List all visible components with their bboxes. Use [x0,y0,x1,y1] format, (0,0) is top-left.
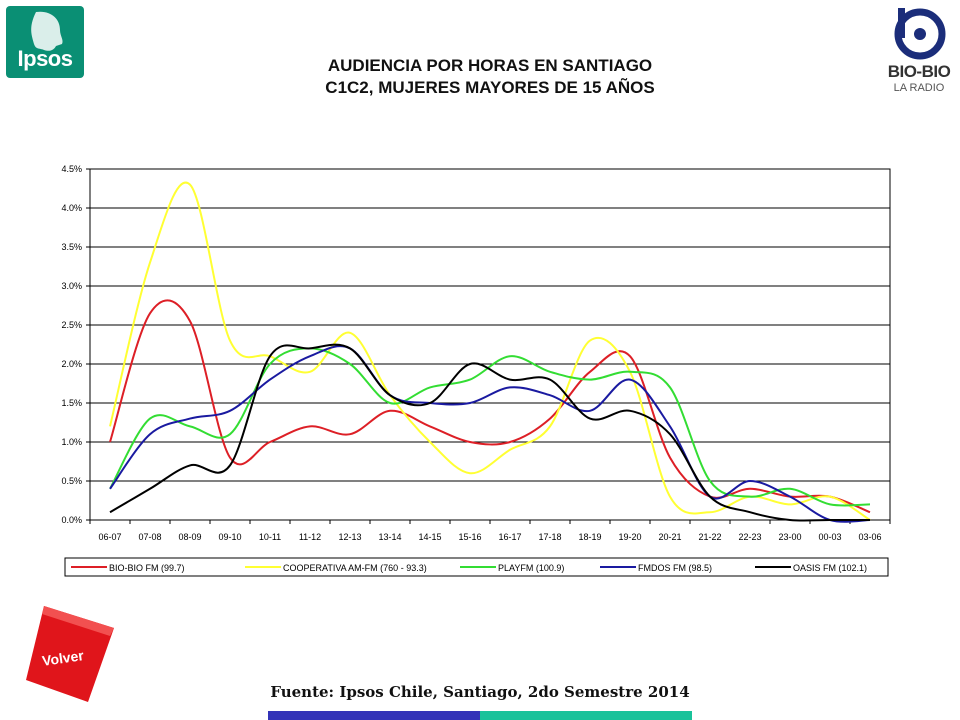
x-tick-label: 16-17 [498,532,521,542]
legend-entry: PLAYFM (100.9) [498,563,564,573]
volver-arrow-icon [26,606,114,702]
y-tick-label: 2.0% [61,359,82,369]
legend-entry: COOPERATIVA AM-FM (760 - 93.3) [283,563,427,573]
biobio-logo-name: BIO-BIO [887,62,951,81]
x-tick-label: 21-22 [698,532,721,542]
x-tick-label: 19-20 [618,532,641,542]
biobio-emblem-icon [894,8,946,60]
legend-entry: FMDOS FM (98.5) [638,563,712,573]
x-tick-label: 10-11 [259,532,281,542]
x-tick-label: 17-18 [538,532,561,542]
biobio-logo-sub: LA RADIO [893,82,945,94]
x-tick-label: 11-12 [299,532,321,542]
y-tick-label: 3.5% [61,242,82,252]
x-tick-label: 09-10 [218,532,241,542]
footer-bar-teal [480,711,692,720]
x-tick-label: 13-14 [378,532,401,542]
legend-entry: BIO-BIO FM (99.7) [109,563,185,573]
x-tick-label: 06-07 [98,532,121,542]
x-tick-label: 00-03 [818,532,841,542]
legend-entry: OASIS FM (102.1) [793,563,867,573]
y-tick-label: 3.0% [61,281,82,291]
page-title: AUDIENCIA POR HORAS EN SANTIAGO [327,56,653,75]
y-tick-label: 4.5% [61,164,82,174]
series-line-1 [109,299,871,514]
y-tick-label: 1.0% [61,437,82,447]
x-tick-label: 14-15 [418,532,441,542]
x-tick-label: 15-16 [458,532,481,542]
page-subtitle: C1C2, MUJERES MAYORES DE 15 AÑOS [325,78,655,97]
ipsos-head-icon [31,11,63,51]
biobio-logo: BIO-BIO LA RADIO [884,6,954,98]
volver-button[interactable]: Volver [26,606,114,702]
chart-legend: BIO-BIO FM (99.7) COOPERATIVA AM-FM (760 … [64,557,889,577]
series-line-4 [109,345,871,523]
y-tick-label: 1.5% [61,398,82,408]
plot-area [89,168,891,521]
x-tick-label: 22-23 [738,532,761,542]
footer-bar-blue [268,711,480,720]
y-tick-label: 0.0% [61,515,82,525]
y-tick-label: 2.5% [61,320,82,330]
source-note: Fuente: Ipsos Chile, Santiago, 2do Semes… [270,683,690,701]
y-tick-label: 4.0% [61,203,82,213]
x-tick-label: 08-09 [178,532,201,542]
series-line-5 [109,343,870,522]
ipsos-logo: Ipsos [6,6,84,78]
x-tick-label: 12-13 [338,532,361,542]
x-tick-label: 18-19 [578,532,601,542]
y-tick-label: 0.5% [61,476,82,486]
ipsos-logo-text: Ipsos [17,46,73,71]
x-tick-label: 23-00 [778,532,801,542]
x-tick-label: 20-21 [658,532,681,542]
x-tick-label: 07-08 [138,532,161,542]
x-tick-label: 03-06 [858,532,881,542]
